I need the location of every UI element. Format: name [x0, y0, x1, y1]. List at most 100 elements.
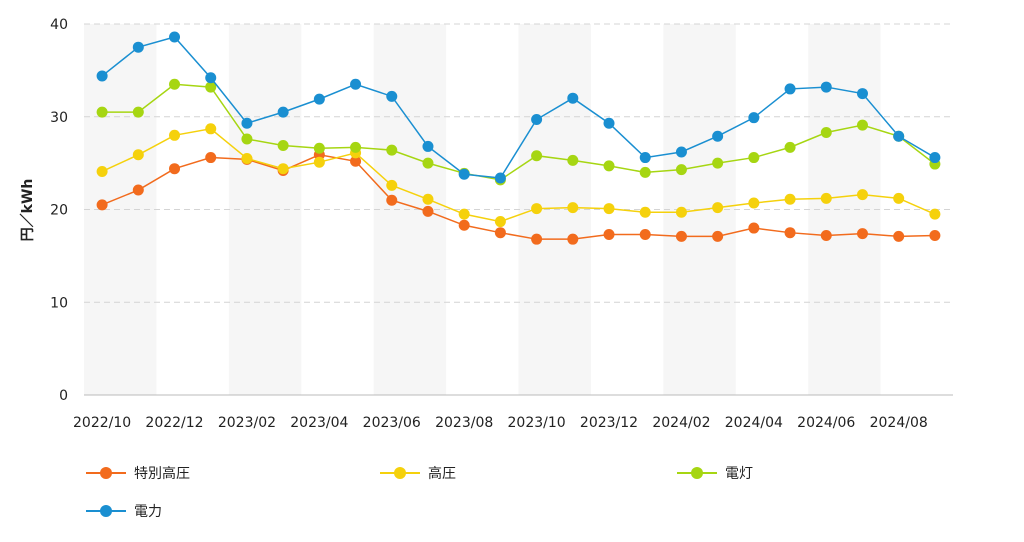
point-2-2[interactable]	[169, 78, 181, 90]
point-1-22[interactable]	[893, 192, 905, 204]
series-3	[96, 31, 941, 184]
point-2-9[interactable]	[422, 157, 434, 169]
point-2-16[interactable]	[675, 164, 687, 176]
point-1-6[interactable]	[313, 156, 325, 168]
point-2-14[interactable]	[603, 160, 615, 172]
point-2-20[interactable]	[820, 127, 832, 139]
point-0-22[interactable]	[893, 230, 905, 242]
point-0-21[interactable]	[856, 228, 868, 240]
point-0-16[interactable]	[675, 230, 687, 242]
point-1-2[interactable]	[169, 129, 181, 141]
point-0-3[interactable]	[205, 152, 217, 164]
point-2-3[interactable]	[205, 81, 217, 93]
point-0-11[interactable]	[494, 227, 506, 239]
point-3-6[interactable]	[313, 93, 325, 105]
point-0-23[interactable]	[929, 229, 941, 241]
point-2-15[interactable]	[639, 166, 651, 178]
point-0-17[interactable]	[712, 230, 724, 242]
point-1-12[interactable]	[531, 203, 543, 215]
legend-marker-3	[100, 505, 112, 517]
point-2-21[interactable]	[856, 119, 868, 131]
point-1-23[interactable]	[929, 208, 941, 220]
point-1-17[interactable]	[712, 202, 724, 214]
point-1-4[interactable]	[241, 152, 253, 164]
point-1-14[interactable]	[603, 203, 615, 215]
point-2-13[interactable]	[567, 154, 579, 166]
point-3-22[interactable]	[893, 130, 905, 142]
point-0-0[interactable]	[96, 199, 108, 211]
point-3-3[interactable]	[205, 72, 217, 84]
legend-item-2[interactable]: 電灯	[677, 463, 753, 483]
point-2-19[interactable]	[784, 141, 796, 153]
point-3-11[interactable]	[494, 172, 506, 184]
point-3-7[interactable]	[350, 78, 362, 90]
legend-marker-1	[394, 467, 406, 479]
point-1-3[interactable]	[205, 123, 217, 135]
point-3-14[interactable]	[603, 117, 615, 129]
point-3-12[interactable]	[531, 114, 543, 126]
series-line-2	[102, 83, 936, 181]
point-3-18[interactable]	[748, 112, 760, 124]
point-1-10[interactable]	[458, 208, 470, 220]
legend-item-3[interactable]: 電力	[86, 501, 162, 521]
point-2-6[interactable]	[313, 142, 325, 154]
point-3-0[interactable]	[96, 70, 108, 82]
point-0-1[interactable]	[132, 184, 144, 196]
point-2-7[interactable]	[350, 141, 362, 153]
point-1-5[interactable]	[277, 163, 289, 175]
y-tick-0: 0	[59, 388, 68, 404]
point-2-12[interactable]	[531, 150, 543, 162]
point-0-13[interactable]	[567, 233, 579, 245]
point-0-18[interactable]	[748, 222, 760, 234]
point-1-1[interactable]	[132, 149, 144, 161]
point-3-15[interactable]	[639, 152, 651, 164]
legend-item-1[interactable]: 高圧	[380, 463, 456, 483]
series-line-1	[101, 128, 936, 223]
point-2-4[interactable]	[241, 133, 253, 145]
point-0-19[interactable]	[784, 227, 796, 239]
point-3-23[interactable]	[929, 152, 941, 164]
point-3-5[interactable]	[277, 106, 289, 118]
point-0-2[interactable]	[169, 163, 181, 175]
point-3-17[interactable]	[712, 130, 724, 142]
point-1-9[interactable]	[422, 193, 434, 205]
point-1-16[interactable]	[675, 206, 687, 218]
x-tick-10: 2024/06	[797, 415, 855, 431]
point-0-10[interactable]	[458, 219, 470, 231]
point-3-19[interactable]	[784, 83, 796, 95]
point-0-12[interactable]	[531, 233, 543, 245]
point-3-20[interactable]	[820, 81, 832, 93]
point-3-1[interactable]	[132, 41, 144, 53]
point-2-18[interactable]	[748, 152, 760, 164]
point-2-0[interactable]	[96, 106, 108, 118]
point-3-9[interactable]	[422, 140, 434, 152]
point-1-19[interactable]	[784, 193, 796, 205]
point-1-18[interactable]	[748, 197, 760, 209]
point-0-15[interactable]	[639, 229, 651, 241]
point-0-7[interactable]	[350, 155, 362, 167]
point-0-14[interactable]	[603, 229, 615, 241]
point-1-13[interactable]	[567, 202, 579, 214]
point-1-15[interactable]	[639, 206, 651, 218]
legend-item-0[interactable]: 特別高圧	[86, 463, 190, 483]
point-0-8[interactable]	[386, 194, 398, 206]
point-2-5[interactable]	[277, 140, 289, 152]
point-1-0[interactable]	[96, 165, 108, 177]
point-2-8[interactable]	[386, 144, 398, 156]
point-1-21[interactable]	[856, 189, 868, 201]
point-3-16[interactable]	[675, 146, 687, 158]
point-3-21[interactable]	[856, 88, 868, 100]
point-2-1[interactable]	[132, 106, 144, 118]
point-3-13[interactable]	[567, 92, 579, 104]
legend-label-3: 電力	[134, 504, 162, 520]
point-1-20[interactable]	[820, 192, 832, 204]
point-3-8[interactable]	[386, 90, 398, 102]
point-3-2[interactable]	[169, 31, 181, 43]
point-0-9[interactable]	[422, 205, 434, 217]
point-3-4[interactable]	[241, 117, 253, 129]
point-0-20[interactable]	[820, 229, 832, 241]
point-1-11[interactable]	[494, 216, 506, 228]
point-2-17[interactable]	[712, 157, 724, 169]
point-1-8[interactable]	[386, 179, 398, 191]
point-3-10[interactable]	[458, 168, 470, 180]
